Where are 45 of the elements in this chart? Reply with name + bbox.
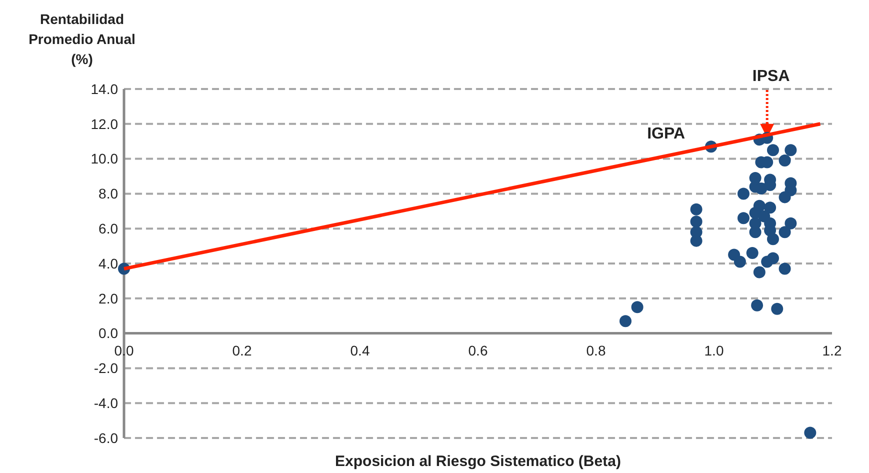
point <box>631 301 644 314</box>
point <box>738 188 750 200</box>
point <box>751 299 764 312</box>
point <box>767 233 779 246</box>
x-tick-label: 0.6 <box>468 342 488 358</box>
annotation: IGPA <box>647 126 686 143</box>
point <box>734 256 746 268</box>
x-tick-label: 1.2 <box>822 342 842 358</box>
x-tick-label: 0.0 <box>114 342 134 358</box>
point <box>784 144 797 156</box>
point <box>690 216 702 228</box>
x-tick-label: 0.8 <box>586 342 606 358</box>
point <box>778 191 791 204</box>
y-tick-label: 6.0 <box>98 220 118 236</box>
point <box>749 226 762 238</box>
y-tick-label: 10.0 <box>90 150 118 167</box>
y-tick-label: -4.0 <box>94 395 118 411</box>
x-axis-title: Exposicion al Riesgo Sistematico (Beta) <box>335 453 621 470</box>
y-tick-label: 12.0 <box>90 116 118 132</box>
point <box>778 262 791 275</box>
point <box>784 217 797 230</box>
point <box>738 212 750 224</box>
point <box>620 315 632 328</box>
x-tick-label: 1.0 <box>704 342 724 358</box>
point <box>767 144 779 156</box>
y-tick-label: 0.0 <box>98 325 118 342</box>
point <box>767 252 779 264</box>
y-tick-label: 4.0 <box>98 255 118 272</box>
x-tick-label: 0.4 <box>350 342 370 358</box>
point <box>804 426 816 439</box>
y-tick-label: 14.0 <box>90 80 118 97</box>
point <box>778 154 791 167</box>
point <box>764 202 776 214</box>
annotation: IPSA <box>752 68 790 85</box>
point <box>746 247 758 260</box>
point <box>690 203 702 216</box>
y-tick-label: -2.0 <box>94 360 118 376</box>
y-tick-label: 8.0 <box>98 186 118 202</box>
point <box>778 226 791 238</box>
x-tick-label: 0.2 <box>232 342 252 358</box>
y-axis-title: Rentabilidad Promedio Anual (%) <box>28 11 136 67</box>
point <box>753 266 766 278</box>
y-tick-label: 2.0 <box>98 290 118 306</box>
y-tick-label: -6.0 <box>94 430 118 446</box>
point <box>771 302 784 315</box>
